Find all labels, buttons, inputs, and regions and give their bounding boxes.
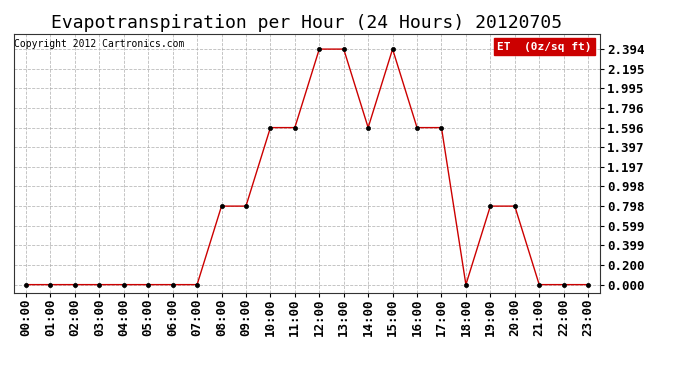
Title: Evapotranspiration per Hour (24 Hours) 20120705: Evapotranspiration per Hour (24 Hours) 2…: [52, 14, 562, 32]
Text: Copyright 2012 Cartronics.com: Copyright 2012 Cartronics.com: [14, 39, 184, 50]
Text: ET  (0z/sq ft): ET (0z/sq ft): [497, 42, 591, 51]
